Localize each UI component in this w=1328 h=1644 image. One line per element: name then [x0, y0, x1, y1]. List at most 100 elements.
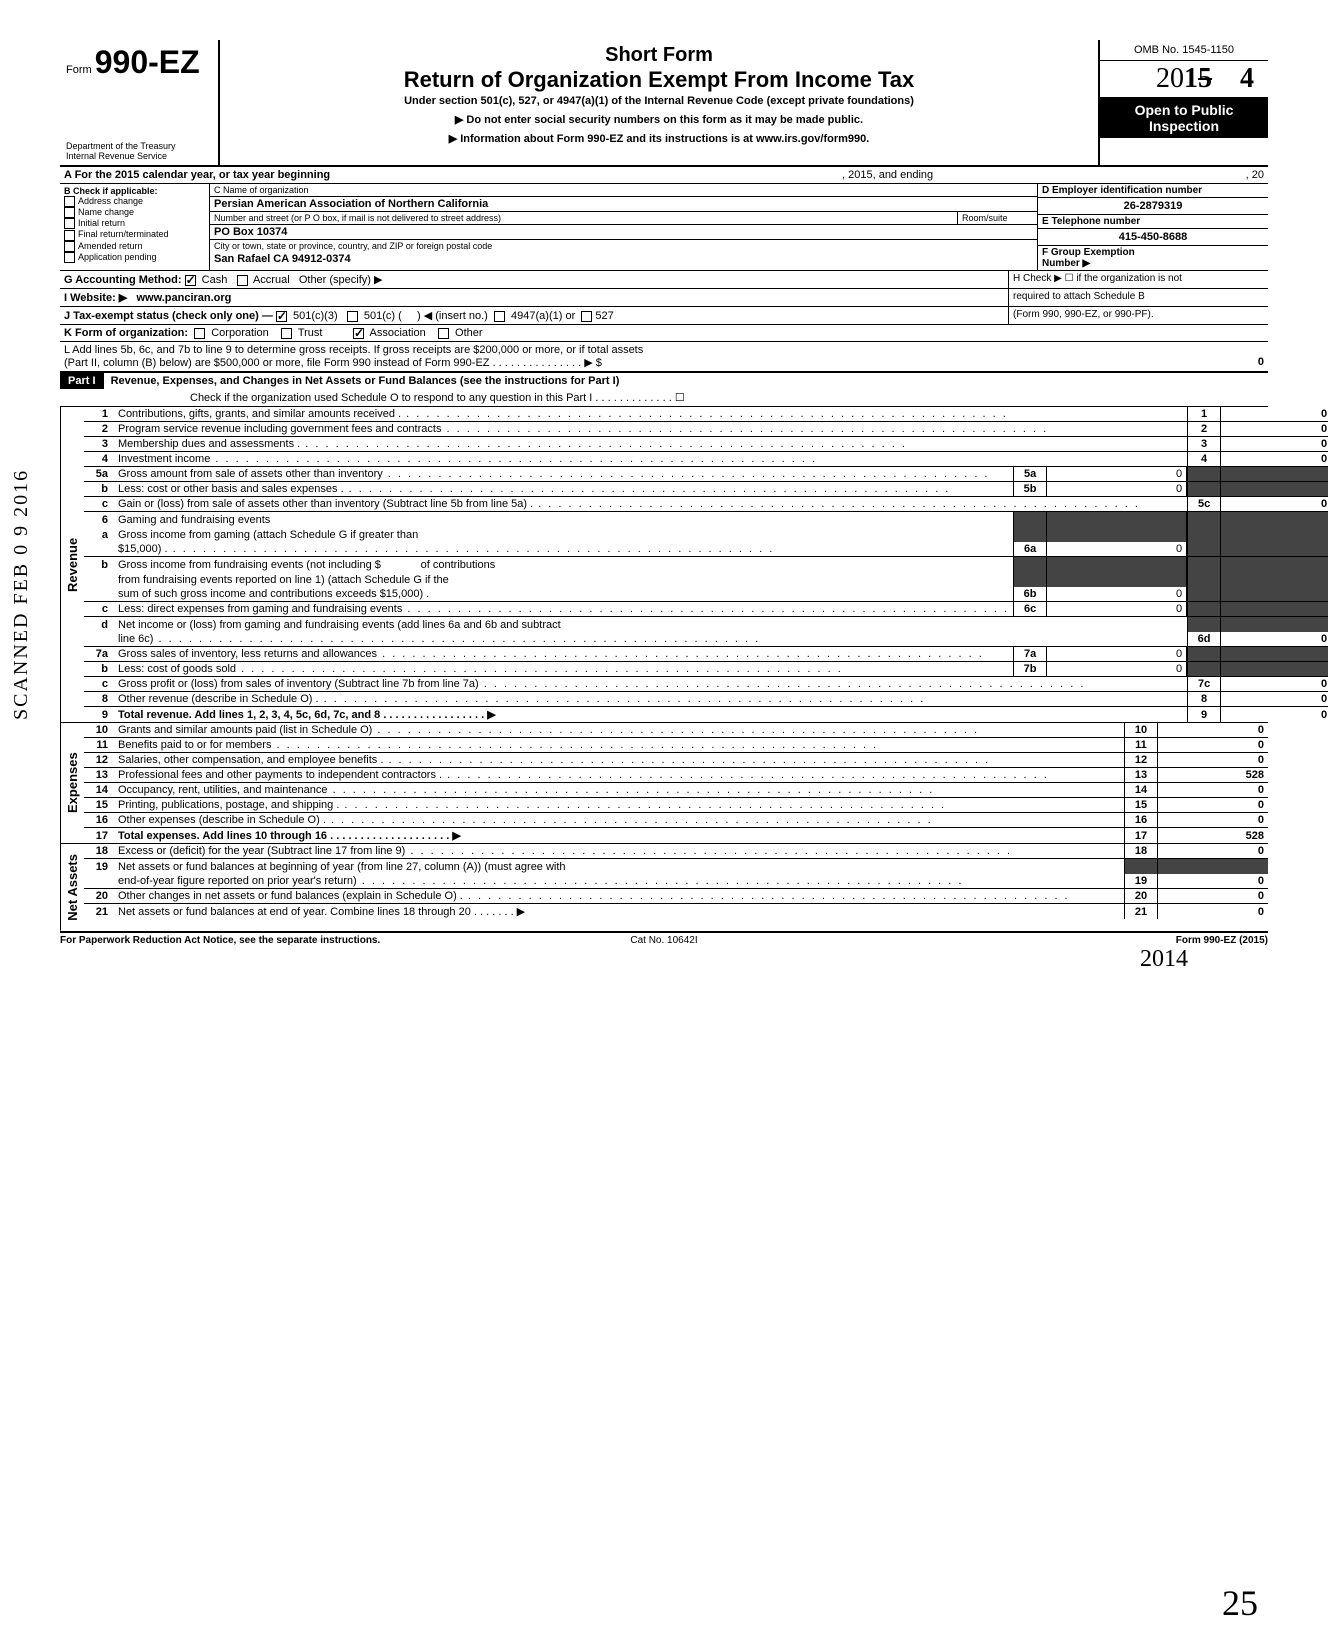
l6b-d1b: of contributions	[421, 559, 496, 571]
l7a-mv: 0	[1047, 647, 1187, 661]
i-label: I Website: ▶	[64, 292, 127, 304]
k-other: Other	[455, 327, 483, 339]
l-line1: L Add lines 5b, 6c, and 7b to line 9 to …	[64, 344, 1264, 356]
year-correction: 4	[1240, 63, 1254, 95]
l21-ev: 0	[1158, 904, 1268, 919]
l7b-n: b	[84, 663, 118, 675]
cb-501c[interactable]	[347, 311, 358, 322]
l11-n: 11	[84, 739, 118, 751]
opt-address: Address change	[78, 196, 143, 206]
city-label: City or town, state or province, country…	[210, 240, 1037, 252]
l7b-sh2	[1221, 662, 1328, 676]
room-label: Room/suite	[957, 212, 1037, 224]
l19-en: 19	[1124, 874, 1158, 888]
l5b-mn: 5b	[1013, 482, 1047, 496]
l20-d: Other changes in net assets or fund bala…	[118, 890, 463, 902]
l6a-sh	[1013, 527, 1047, 542]
cb-pending[interactable]	[64, 252, 75, 263]
l13-ev: 528	[1158, 768, 1268, 782]
l6b-d3: sum of such gross income and contributio…	[118, 588, 429, 600]
cb-527[interactable]	[581, 311, 592, 322]
l5a-sh	[1187, 467, 1221, 481]
l8-en: 8	[1187, 692, 1221, 706]
cb-corp[interactable]	[194, 328, 205, 339]
tax-year: 2015 4	[1100, 61, 1268, 98]
l6b-d1: Gross income from fundraising events (no…	[118, 559, 381, 571]
dept-treasury: Department of the Treasury	[66, 141, 212, 151]
city-value: San Rafael CA 94912-0374	[210, 252, 1037, 266]
part1-label: Part I	[60, 373, 104, 389]
l12-n: 12	[84, 754, 118, 766]
l6-sh3	[1187, 512, 1221, 527]
l14-ev: 0	[1158, 783, 1268, 797]
cb-initial[interactable]	[64, 218, 75, 229]
cb-assoc[interactable]	[353, 328, 364, 339]
row-a-end: , 20	[1098, 167, 1268, 183]
j-501c: 501(c) (	[364, 310, 402, 322]
d-label: D Employer identification number	[1038, 184, 1268, 198]
l9-d: Total revenue. Add lines 1, 2, 3, 4, 5c,…	[118, 709, 496, 721]
l5a-d: Gross amount from sale of assets other t…	[118, 468, 383, 480]
l6a-sh5	[1187, 542, 1221, 556]
l8-d: Other revenue (describe in Schedule O) .	[118, 693, 319, 705]
l5b-sh	[1187, 482, 1221, 496]
l6a-mn: 6a	[1013, 542, 1047, 556]
l6d-d1: Net income or (loss) from gaming and fun…	[118, 619, 1187, 631]
form-number-box: Form 990-EZ	[66, 44, 212, 81]
expenses-label: Expenses	[60, 723, 84, 843]
l10-n: 10	[84, 724, 118, 736]
l6a-sh2	[1047, 527, 1187, 542]
expenses-section: Expenses 10Grants and similar amounts pa…	[60, 723, 1268, 844]
l2-en: 2	[1187, 422, 1221, 436]
l1-n: 1	[84, 408, 118, 420]
l-line2: (Part II, column (B) below) are $500,000…	[64, 356, 1154, 369]
c-name-label: C Name of organization	[210, 184, 1037, 197]
g-cash: Cash	[202, 274, 228, 286]
cb-final[interactable]	[64, 230, 75, 241]
row-a-mid: , 2015, and ending	[838, 167, 1098, 183]
l6-sh4	[1221, 512, 1328, 527]
l20-en: 20	[1124, 889, 1158, 903]
l19-d2: end-of-year figure reported on prior yea…	[118, 875, 357, 887]
cb-other[interactable]	[438, 328, 449, 339]
cb-address-change[interactable]	[64, 196, 75, 207]
l6a-n: a	[84, 529, 118, 541]
cb-accrual[interactable]	[237, 275, 248, 286]
j-527: 527	[595, 310, 613, 322]
l6b-sh3	[1187, 557, 1221, 572]
netassets-section: Net Assets 18Excess or (deficit) for the…	[60, 844, 1268, 933]
l6d-ev: 0	[1221, 632, 1328, 646]
cb-amended[interactable]	[64, 241, 75, 252]
l1-d: Contributions, gifts, grants, and simila…	[118, 408, 401, 420]
dept-irs: Internal Revenue Service	[66, 151, 212, 161]
l7b-mv: 0	[1047, 662, 1187, 676]
l10-en: 10	[1124, 723, 1158, 737]
l3-d: Membership dues and assessments .	[118, 438, 300, 450]
l20-ev: 0	[1158, 889, 1268, 903]
cb-trust[interactable]	[281, 328, 292, 339]
col-c: C Name of organization Persian American …	[210, 184, 1038, 270]
l13-en: 13	[1124, 768, 1158, 782]
l6b-d2: from fundraising events reported on line…	[118, 574, 1013, 586]
l19-sh2	[1158, 859, 1268, 874]
l6-sh2	[1047, 512, 1187, 527]
l6a-mv: 0	[1047, 542, 1187, 556]
handwritten-year: 2014	[60, 946, 1268, 973]
l8-n: 8	[84, 693, 118, 705]
netassets-label: Net Assets	[60, 844, 84, 931]
footer-right: Form 990-EZ (2015)	[865, 935, 1268, 946]
b-label: B Check if applicable:	[64, 186, 205, 196]
cb-4947[interactable]	[494, 311, 505, 322]
l16-d: Other expenses (describe in Schedule O) …	[118, 814, 326, 826]
l13-d: Professional fees and other payments to …	[118, 769, 442, 781]
cb-501c3[interactable]	[276, 311, 287, 322]
l6b-sh8	[1221, 572, 1328, 587]
l6c-mv: 0	[1047, 602, 1187, 616]
form-prefix: Form	[66, 64, 92, 76]
l17-ev: 528	[1158, 828, 1268, 843]
l5b-mv: 0	[1047, 482, 1187, 496]
cb-cash[interactable]	[185, 275, 196, 286]
cb-name-change[interactable]	[64, 207, 75, 218]
info-note: ▶ Information about Form 990-EZ and its …	[228, 132, 1090, 145]
l10-ev: 0	[1158, 723, 1268, 737]
